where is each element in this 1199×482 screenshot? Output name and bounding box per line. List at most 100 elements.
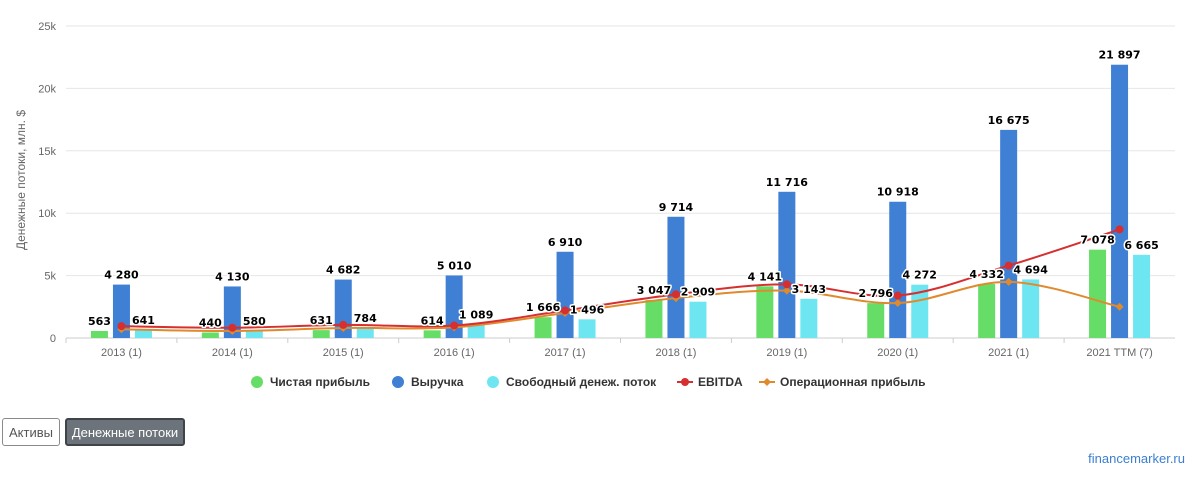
- data-label: 784: [354, 312, 377, 325]
- bar[interactable]: [356, 328, 374, 338]
- line-point[interactable]: [1004, 277, 1013, 286]
- bar[interactable]: [1022, 279, 1040, 338]
- bar[interactable]: [223, 286, 241, 338]
- data-label: 4 272: [903, 269, 937, 282]
- bar[interactable]: [667, 216, 685, 338]
- data-label: 4 682: [326, 264, 360, 277]
- x-tick-label: 2021 TTM (7): [1086, 347, 1152, 359]
- bar[interactable]: [1089, 249, 1107, 338]
- bar[interactable]: [556, 251, 574, 338]
- bar[interactable]: [800, 298, 818, 338]
- bar[interactable]: [1111, 64, 1129, 339]
- bar[interactable]: [312, 330, 330, 338]
- bar[interactable]: [245, 330, 263, 338]
- data-label: 1 666: [526, 301, 561, 314]
- data-label: 2 796: [859, 287, 894, 300]
- y-tick-label: 5k: [44, 271, 56, 283]
- x-tick-label: 2021 (1): [988, 347, 1029, 359]
- watermark-link[interactable]: financemarker.ru: [1088, 451, 1185, 466]
- data-label: 21 897: [1098, 49, 1140, 62]
- bar[interactable]: [90, 330, 108, 338]
- legend-symbol: [763, 378, 771, 386]
- bar[interactable]: [445, 275, 463, 338]
- bar[interactable]: [1133, 254, 1151, 338]
- line-point[interactable]: [339, 320, 348, 329]
- y-tick-label: 25k: [38, 21, 56, 33]
- y-tick-label: 0: [50, 333, 56, 345]
- cashflow-button[interactable]: Денежные потоки: [65, 418, 185, 446]
- x-tick-label: 2013 (1): [101, 347, 142, 359]
- line-layer: [117, 225, 1124, 336]
- data-label: 614: [421, 314, 444, 327]
- bar[interactable]: [201, 332, 219, 338]
- cashflow-chart: 563 440 631 614 1 666 3 047 4 141 2 796 4 332 7 0…: [14, 21, 1175, 389]
- data-label: 4 332: [969, 268, 1003, 281]
- y-axis-title: Денежные потоки, млн. $: [14, 110, 28, 250]
- line-point[interactable]: [782, 286, 791, 295]
- bar[interactable]: [112, 284, 130, 338]
- x-tick-label: 2016 (1): [434, 347, 475, 359]
- line-point[interactable]: [228, 323, 237, 332]
- bar[interactable]: [778, 191, 796, 338]
- line-point[interactable]: [561, 306, 570, 315]
- line-point[interactable]: [893, 299, 902, 308]
- line-point[interactable]: [1115, 225, 1124, 234]
- line-point[interactable]: [117, 322, 126, 331]
- bar[interactable]: [867, 303, 885, 338]
- bar[interactable]: [334, 279, 352, 338]
- legend-symbol: [681, 378, 689, 386]
- data-label: 2 909: [681, 286, 715, 299]
- data-label: 1 089: [459, 308, 493, 321]
- legend[interactable]: Чистая прибыль Выручка Свободный денеж. по…: [251, 375, 925, 389]
- data-label: 4 130: [215, 270, 250, 283]
- data-label: 631: [310, 314, 333, 327]
- data-label: 5 010: [437, 259, 472, 272]
- y-tick-label: 15k: [38, 146, 56, 158]
- bar[interactable]: [134, 330, 152, 338]
- bar[interactable]: [978, 283, 996, 338]
- line-point[interactable]: [1004, 261, 1013, 270]
- bar[interactable]: [911, 284, 929, 338]
- data-label: 3 143: [792, 283, 826, 296]
- line-point[interactable]: [1115, 302, 1124, 311]
- legend-item[interactable]: Выручка: [411, 375, 464, 389]
- y-tick-label: 10k: [38, 208, 56, 220]
- data-label: 4 141: [748, 270, 782, 283]
- bar[interactable]: [578, 319, 596, 338]
- legend-item[interactable]: Чистая прибыль: [270, 375, 370, 389]
- bar[interactable]: [423, 330, 441, 338]
- data-label: 440: [199, 317, 222, 330]
- line-point[interactable]: [782, 280, 791, 289]
- bar[interactable]: [1000, 129, 1018, 338]
- data-label: 9 714: [659, 201, 694, 214]
- bar-layer: [90, 64, 1151, 339]
- data-label: 6 665: [1124, 239, 1158, 252]
- line-point[interactable]: [893, 291, 902, 300]
- data-label: 580: [243, 315, 266, 328]
- bar[interactable]: [534, 317, 552, 338]
- legend-item[interactable]: Операционная прибыль: [780, 375, 925, 389]
- line-point[interactable]: [671, 290, 680, 299]
- legend-item[interactable]: Свободный денеж. поток: [506, 375, 657, 389]
- data-label: 3 047: [637, 284, 671, 297]
- data-label: 4 694: [1013, 263, 1048, 276]
- data-label: 6 910: [548, 236, 583, 249]
- data-label: 16 675: [988, 114, 1030, 127]
- data-label: 7 078: [1080, 234, 1114, 247]
- legend-symbol: [251, 376, 263, 388]
- legend-item[interactable]: EBITDA: [698, 375, 743, 389]
- bar[interactable]: [756, 286, 774, 338]
- data-label: 4 280: [104, 269, 139, 282]
- data-label: 563: [88, 315, 111, 328]
- data-label: 11 716: [766, 176, 808, 189]
- line-point[interactable]: [450, 321, 459, 330]
- y-tick-label: 20k: [38, 83, 56, 95]
- x-tick-label: 2017 (1): [545, 347, 586, 359]
- x-tick-label: 2014 (1): [212, 347, 253, 359]
- assets-button[interactable]: Активы: [2, 418, 60, 446]
- bar[interactable]: [645, 299, 663, 338]
- bar[interactable]: [689, 301, 707, 338]
- series-line: [121, 228, 1120, 329]
- bar[interactable]: [467, 324, 485, 338]
- data-label: 641: [132, 314, 155, 327]
